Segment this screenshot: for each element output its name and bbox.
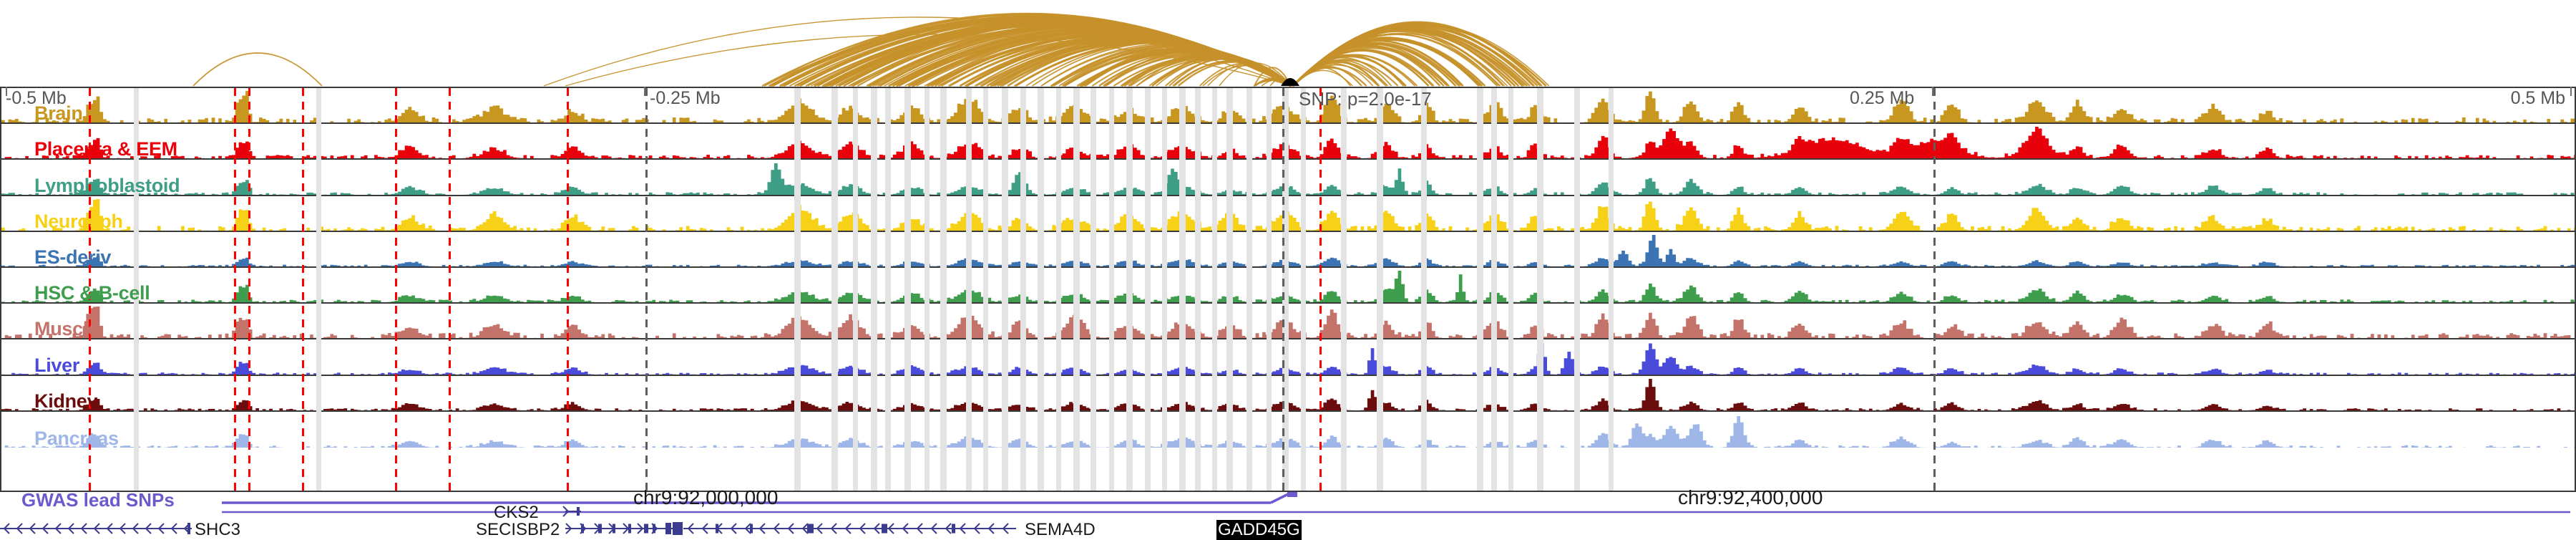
- signal-track[interactable]: ES-deriv: [1, 232, 2575, 268]
- signal-profile: [1, 198, 2575, 231]
- gene-label-gadd45g[interactable]: GADD45G: [1216, 520, 1302, 540]
- signal-track[interactable]: Liver: [1, 339, 2575, 376]
- signal-track[interactable]: Lymphoblastoid: [1, 160, 2575, 196]
- genes-svg: [0, 506, 1297, 535]
- signal-track[interactable]: Pancreas: [1, 412, 2575, 448]
- signal-profile: [1, 378, 2571, 410]
- axis-tick-mark: [1932, 87, 1933, 96]
- signal-track[interactable]: HSC & B-cell: [1, 268, 2575, 304]
- signal-profile: [1, 163, 2575, 195]
- gene-label-secisbp2[interactable]: SECISBP2: [476, 520, 560, 539]
- track-label-brain: Brain: [34, 102, 83, 125]
- axis-tick-label: -0.25 Mb: [650, 88, 721, 108]
- track-label-pancreas: Pancreas: [34, 427, 119, 448]
- genomic-coordinate-label: chr9:92,400,000: [1678, 486, 1823, 508]
- chromatin-interaction-arcs: [0, 0, 2576, 87]
- axis-tick-mark: [2570, 87, 2572, 96]
- signal-track[interactable]: Muscle: [1, 304, 2575, 340]
- track-label-placenta-eem: Placenta & EEM: [34, 138, 177, 160]
- genomic-coordinate-label: chr9:92,000,000: [633, 486, 779, 508]
- axis-tick-label: 0.5 Mb: [2510, 88, 2565, 108]
- track-label-kidney: Kidney: [34, 390, 98, 412]
- axis-tick-mark: [6, 87, 7, 96]
- snp-pvalue-annotation: SNP: p=2.0e-17: [1299, 88, 1432, 110]
- gwas-lead-snp-track[interactable]: GWAS lead SNPs chr9:92,000,000 chr9:92,40…: [0, 486, 2576, 514]
- arcs-svg: [192, 12, 1550, 87]
- track-label-muscle: Muscle: [34, 318, 99, 340]
- signal-profile: [1, 271, 2575, 303]
- track-label-neurosph: Neurosph: [34, 210, 123, 232]
- signal-track-panel[interactable]: Brain Placenta & EEM Lymphoblastoid Neurosp…: [0, 87, 2576, 492]
- signal-profile: [1, 234, 2575, 266]
- gwas-svg: [222, 492, 2570, 514]
- signal-profile: [4, 307, 2571, 339]
- track-list: Brain Placenta & EEM Lymphoblastoid Neurosp…: [1, 88, 2575, 448]
- gene-label-cks2[interactable]: CKS2: [494, 503, 539, 522]
- gene-label-shc3[interactable]: SHC3: [195, 520, 241, 539]
- signal-profile: [1, 415, 2575, 448]
- signal-track[interactable]: Neurosph: [1, 196, 2575, 232]
- gene-label-sema4d[interactable]: SEMA4D: [1025, 520, 1096, 539]
- axis-tick-mark: [644, 87, 645, 96]
- track-label-es-deriv: ES-deriv: [34, 246, 112, 268]
- signal-track[interactable]: Kidney: [1, 376, 2575, 412]
- track-label-hsc-b-cell: HSC & B-cell: [34, 282, 150, 304]
- track-label-liver: Liver: [34, 354, 80, 376]
- gwas-snp-marker: [1287, 492, 1297, 497]
- signal-profile: [1, 342, 2575, 375]
- gwas-track-label: GWAS lead SNPs: [21, 489, 175, 511]
- track-label-lymphoblastoid: Lymphoblastoid: [34, 174, 180, 196]
- axis-tick-label: 0.25 Mb: [1850, 88, 1915, 108]
- gene-annotation-track[interactable]: SHC3 CKS2 SECISBP2 SEMA4D GADD45G: [0, 501, 2576, 540]
- axis-tick-label: -0.5 Mb: [6, 88, 67, 108]
- genomic-axis-ruler: -0.5 Mb -0.25 Mb 0.25 Mb 0.5 Mb SNP: p=2.0e-…: [0, 87, 2576, 112]
- signal-track[interactable]: Placenta & EEM: [1, 124, 2575, 160]
- signal-profile: [4, 127, 2575, 159]
